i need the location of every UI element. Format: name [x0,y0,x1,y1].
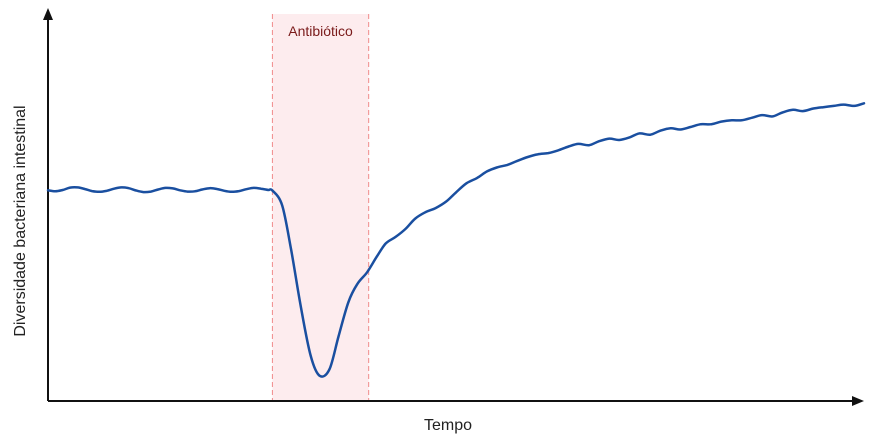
x-axis-arrow [852,396,864,406]
diversity-series-line [46,102,866,378]
y-axis-label: Diversidade bacteriana intestinal [12,105,29,336]
x-axis-label: Tempo [424,417,472,434]
y-axis-arrow [43,8,53,20]
antibiotic-band [272,14,369,401]
labels-group: Tempo Diversidade bacteriana intestinal [12,105,472,434]
antibiotic-band-label: Antibiótico [288,23,353,39]
antibiotic-band-group: Antibiótico [271,14,370,401]
axes-group [43,8,864,406]
series-group [46,102,866,378]
